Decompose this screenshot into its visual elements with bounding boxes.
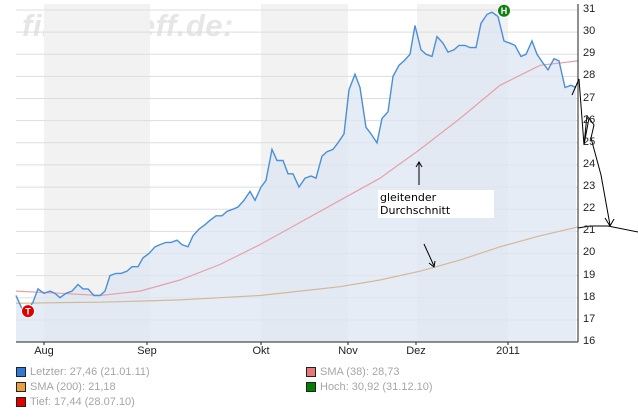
y-tick-label: 25 xyxy=(583,135,596,148)
legend-swatch-sma38 xyxy=(306,367,316,377)
y-tick-label: 19 xyxy=(583,268,596,281)
price-line xyxy=(15,11,577,312)
arrow-head-sma200 xyxy=(428,260,436,268)
y-tick-label: 26 xyxy=(583,113,596,126)
sma200-line xyxy=(15,226,579,304)
y-tick-label: 22 xyxy=(583,202,596,215)
annotation-label: gleitender Durchschnitt xyxy=(378,190,494,218)
legend-item-sma200: SMA (200): 21,18 xyxy=(16,380,116,394)
y-tick-label: 29 xyxy=(583,47,596,60)
legend-swatch-high xyxy=(306,382,316,392)
x-tick-label: Okt xyxy=(252,345,270,357)
y-tick-label: 23 xyxy=(583,180,596,193)
y-tick-label: 30 xyxy=(583,25,596,38)
sma38-line xyxy=(15,60,579,297)
x-tick-marks xyxy=(43,342,509,345)
y-tick-label: 31 xyxy=(583,3,596,15)
y-tick-label: 27 xyxy=(583,91,596,104)
y-tick-label: 28 xyxy=(583,69,596,82)
x-tick-label: Dez xyxy=(406,345,426,357)
arrow-to-sma200 xyxy=(423,243,435,267)
annotation-strokes xyxy=(415,78,638,268)
high-marker: H xyxy=(497,3,511,18)
low-marker: T xyxy=(21,304,35,319)
legend-label-low: Tief: 17,44 (28.07.10) xyxy=(30,396,135,408)
x-tick-label: 2011 xyxy=(496,345,520,357)
arrow-head-sma38 xyxy=(415,161,423,168)
y-tick-label: 21 xyxy=(583,224,596,237)
x-tick-label: Sep xyxy=(137,345,157,357)
legend-item-high: Hoch: 30,92 (31.12.10) xyxy=(306,380,433,394)
annotation-line-2: Durchschnitt xyxy=(380,204,451,217)
sma200-extension xyxy=(577,225,638,233)
legend-item-sma38: SMA (38): 28,73 xyxy=(306,365,400,379)
legend-item-low: Tief: 17,44 (28.07.10) xyxy=(16,395,135,409)
legend-label-high: Hoch: 30,92 (31.12.10) xyxy=(320,381,433,393)
y-tick-label: 24 xyxy=(583,157,596,170)
y-tick-label: 18 xyxy=(583,290,596,303)
y-tick-label: 20 xyxy=(583,246,596,259)
x-tick-label: Nov xyxy=(338,345,358,357)
price-area-fill xyxy=(16,12,576,342)
legend-label-sma38: SMA (38): 28,73 xyxy=(320,366,400,378)
annotation-line-1: gleitender xyxy=(380,191,437,204)
legend-label-sma200: SMA (200): 21,18 xyxy=(30,381,116,393)
legend-swatch-last xyxy=(16,367,26,377)
legend-swatch-sma200 xyxy=(16,382,26,392)
x-tick-label: Aug xyxy=(34,345,54,357)
y-tick-label: 16 xyxy=(583,335,596,347)
legend-item-last: Letzter: 27,46 (21.01.11) xyxy=(16,365,150,379)
scribble-right xyxy=(571,78,611,226)
legend-label-last: Letzter: 27,46 (21.01.11) xyxy=(30,366,150,378)
y-tick-label: 17 xyxy=(583,312,596,325)
svg-text:H: H xyxy=(501,6,508,16)
legend-swatch-low xyxy=(16,397,26,407)
svg-text:T: T xyxy=(25,306,31,316)
